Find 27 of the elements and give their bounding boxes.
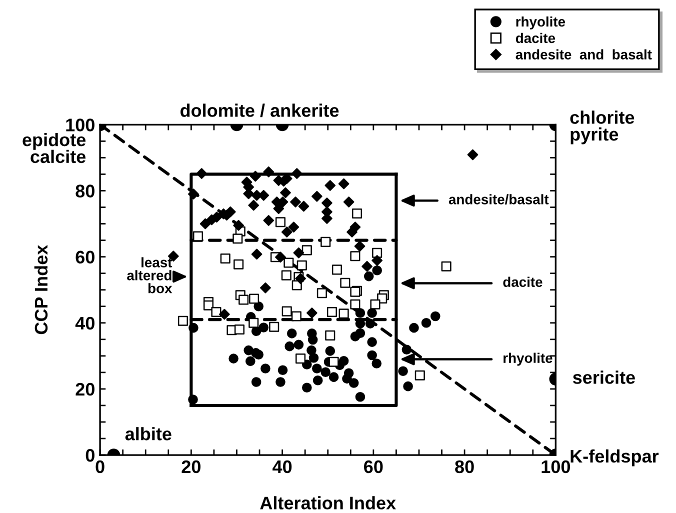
y-tick-label: 40 — [75, 316, 94, 330]
y-tick-label: 0 — [86, 448, 94, 462]
annotation: rhyolite — [504, 352, 552, 366]
annotation: albite — [125, 427, 172, 440]
y-axis-title: CCP Index — [34, 244, 48, 334]
annotation: epidote calcite — [22, 132, 86, 164]
legend-label: andesite and basalt — [516, 49, 652, 60]
x-tick-label: 0 — [96, 460, 104, 474]
y-tick-label: 20 — [76, 382, 94, 396]
legend-label: dacite — [516, 32, 556, 44]
annotation: sericite — [572, 370, 635, 384]
annotation: andesite/basalt — [448, 194, 549, 205]
annotation: K-feldspar — [570, 449, 659, 466]
x-tick-label: 80 — [455, 460, 474, 474]
annotation: dacite — [503, 276, 542, 287]
x-tick-label: 60 — [364, 460, 383, 474]
annotation: least altered box — [127, 257, 172, 294]
annotation: chlorite pyrite — [570, 110, 634, 144]
text: dolomite / ankerite — [180, 104, 339, 118]
y-tick-label: 100 — [66, 118, 94, 132]
legend-label: rhyolite — [516, 16, 566, 30]
x-tick-label: 40 — [272, 460, 292, 474]
x-axis-title: Alteration Index — [260, 496, 396, 510]
x-tick-label: 20 — [182, 460, 200, 474]
y-tick-label: 60 — [76, 250, 94, 264]
x-tick-label: 100 — [542, 460, 570, 474]
y-tick-label: 80 — [76, 184, 94, 198]
